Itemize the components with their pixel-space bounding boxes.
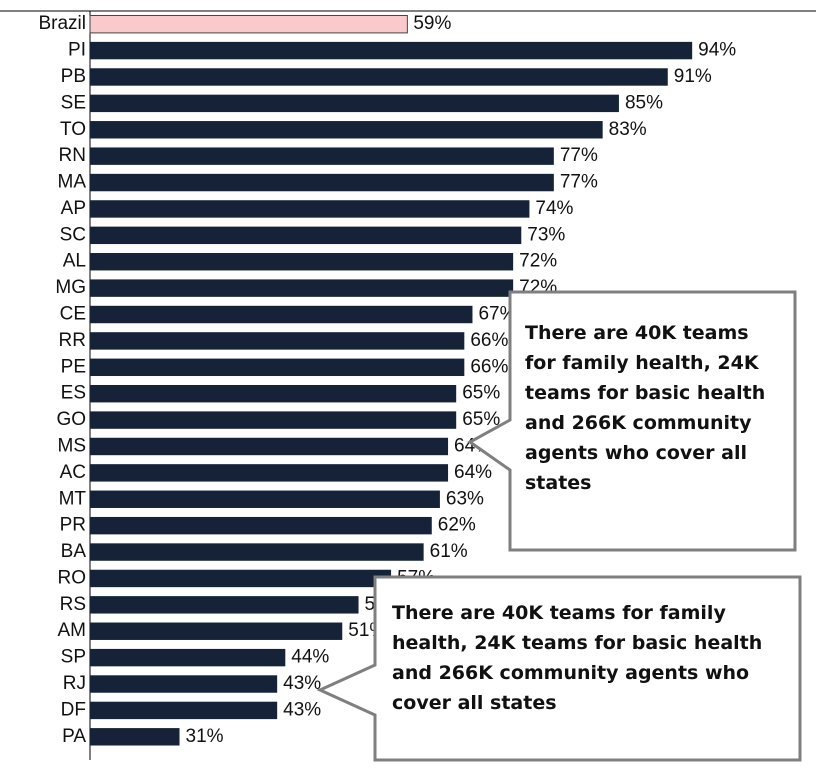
y-tick-label: RR [59,330,86,351]
callout-shape [316,575,802,762]
bar [90,543,424,561]
bar [90,728,180,746]
y-tick-label: PI [68,40,86,61]
callout-text: There are 40K teams for family health, 2… [392,602,763,714]
value-label: 64% [454,462,492,483]
bar [90,516,432,535]
bar [90,94,619,113]
value-label: 63% [446,488,484,509]
y-tick-label: ES [61,383,86,404]
value-label: 77% [560,145,598,166]
y-tick-label: PR [60,515,86,536]
y-tick-label: CE [60,304,86,325]
bar [90,411,457,429]
y-tick-label: MT [59,488,87,509]
y-tick-label: MS [58,435,87,456]
bar [90,464,449,482]
y-tick-label: PA [62,726,86,747]
y-tick-label: TO [60,119,86,140]
bar [90,596,359,614]
y-tick-label: MG [55,277,86,298]
value-label: 66% [470,330,508,351]
callout-shape [467,290,797,552]
value-label: 72% [519,251,557,272]
value-label: 65% [462,383,500,404]
bar [90,173,554,192]
value-label: 43% [283,699,321,720]
callout-text: There are 40K teams for family health, 2… [525,322,766,494]
bar [90,147,554,165]
y-tick-label: AL [63,251,86,272]
y-tick-label: SC [60,224,86,245]
y-tick-label: RO [58,567,87,588]
bar [90,384,457,403]
value-label: 59% [413,13,451,34]
value-label: 94% [698,40,736,61]
y-tick-label: PE [61,356,86,377]
y-tick-label: RN [59,145,86,166]
bar [90,121,603,139]
value-label: 66% [470,356,508,377]
value-label: 44% [291,647,329,668]
y-tick-label: AP [61,198,86,219]
bar [90,358,465,377]
bar [90,253,514,271]
value-label: 65% [462,409,500,430]
y-tick-label: RJ [63,673,86,694]
bar [90,68,668,86]
value-label: 73% [527,224,565,245]
bar [90,701,278,720]
bar [89,14,408,34]
value-label: 43% [283,673,321,694]
y-tick-label: SE [61,92,86,113]
value-label: 74% [535,198,573,219]
value-label: 31% [186,726,224,747]
bar [90,279,514,297]
value-label: 67% [478,304,516,325]
y-tick-label: DF [61,699,86,720]
bar [90,490,440,508]
bar [90,675,278,693]
bar [90,437,449,456]
y-tick-label: AM [58,620,87,641]
bar [90,622,343,640]
bar [90,569,392,588]
y-tick-label: PB [61,66,86,87]
bar [90,41,693,60]
bar [90,648,286,667]
y-tick-label: SP [61,647,86,668]
y-tick-label: AC [60,462,86,483]
value-label: 62% [438,515,476,536]
y-tick-label: RS [60,594,86,615]
value-label: 85% [625,92,663,113]
bar [90,200,530,218]
value-label: 91% [674,66,712,87]
value-label: 77% [560,172,598,193]
bar [90,305,473,324]
bar [90,332,465,350]
bar [90,226,522,245]
y-tick-label: BA [61,541,87,562]
y-tick-label: GO [56,409,86,430]
value-label: 61% [430,541,468,562]
value-label: 83% [609,119,647,140]
y-tick-label: Brazil [38,13,86,34]
y-tick-label: MA [58,172,87,193]
